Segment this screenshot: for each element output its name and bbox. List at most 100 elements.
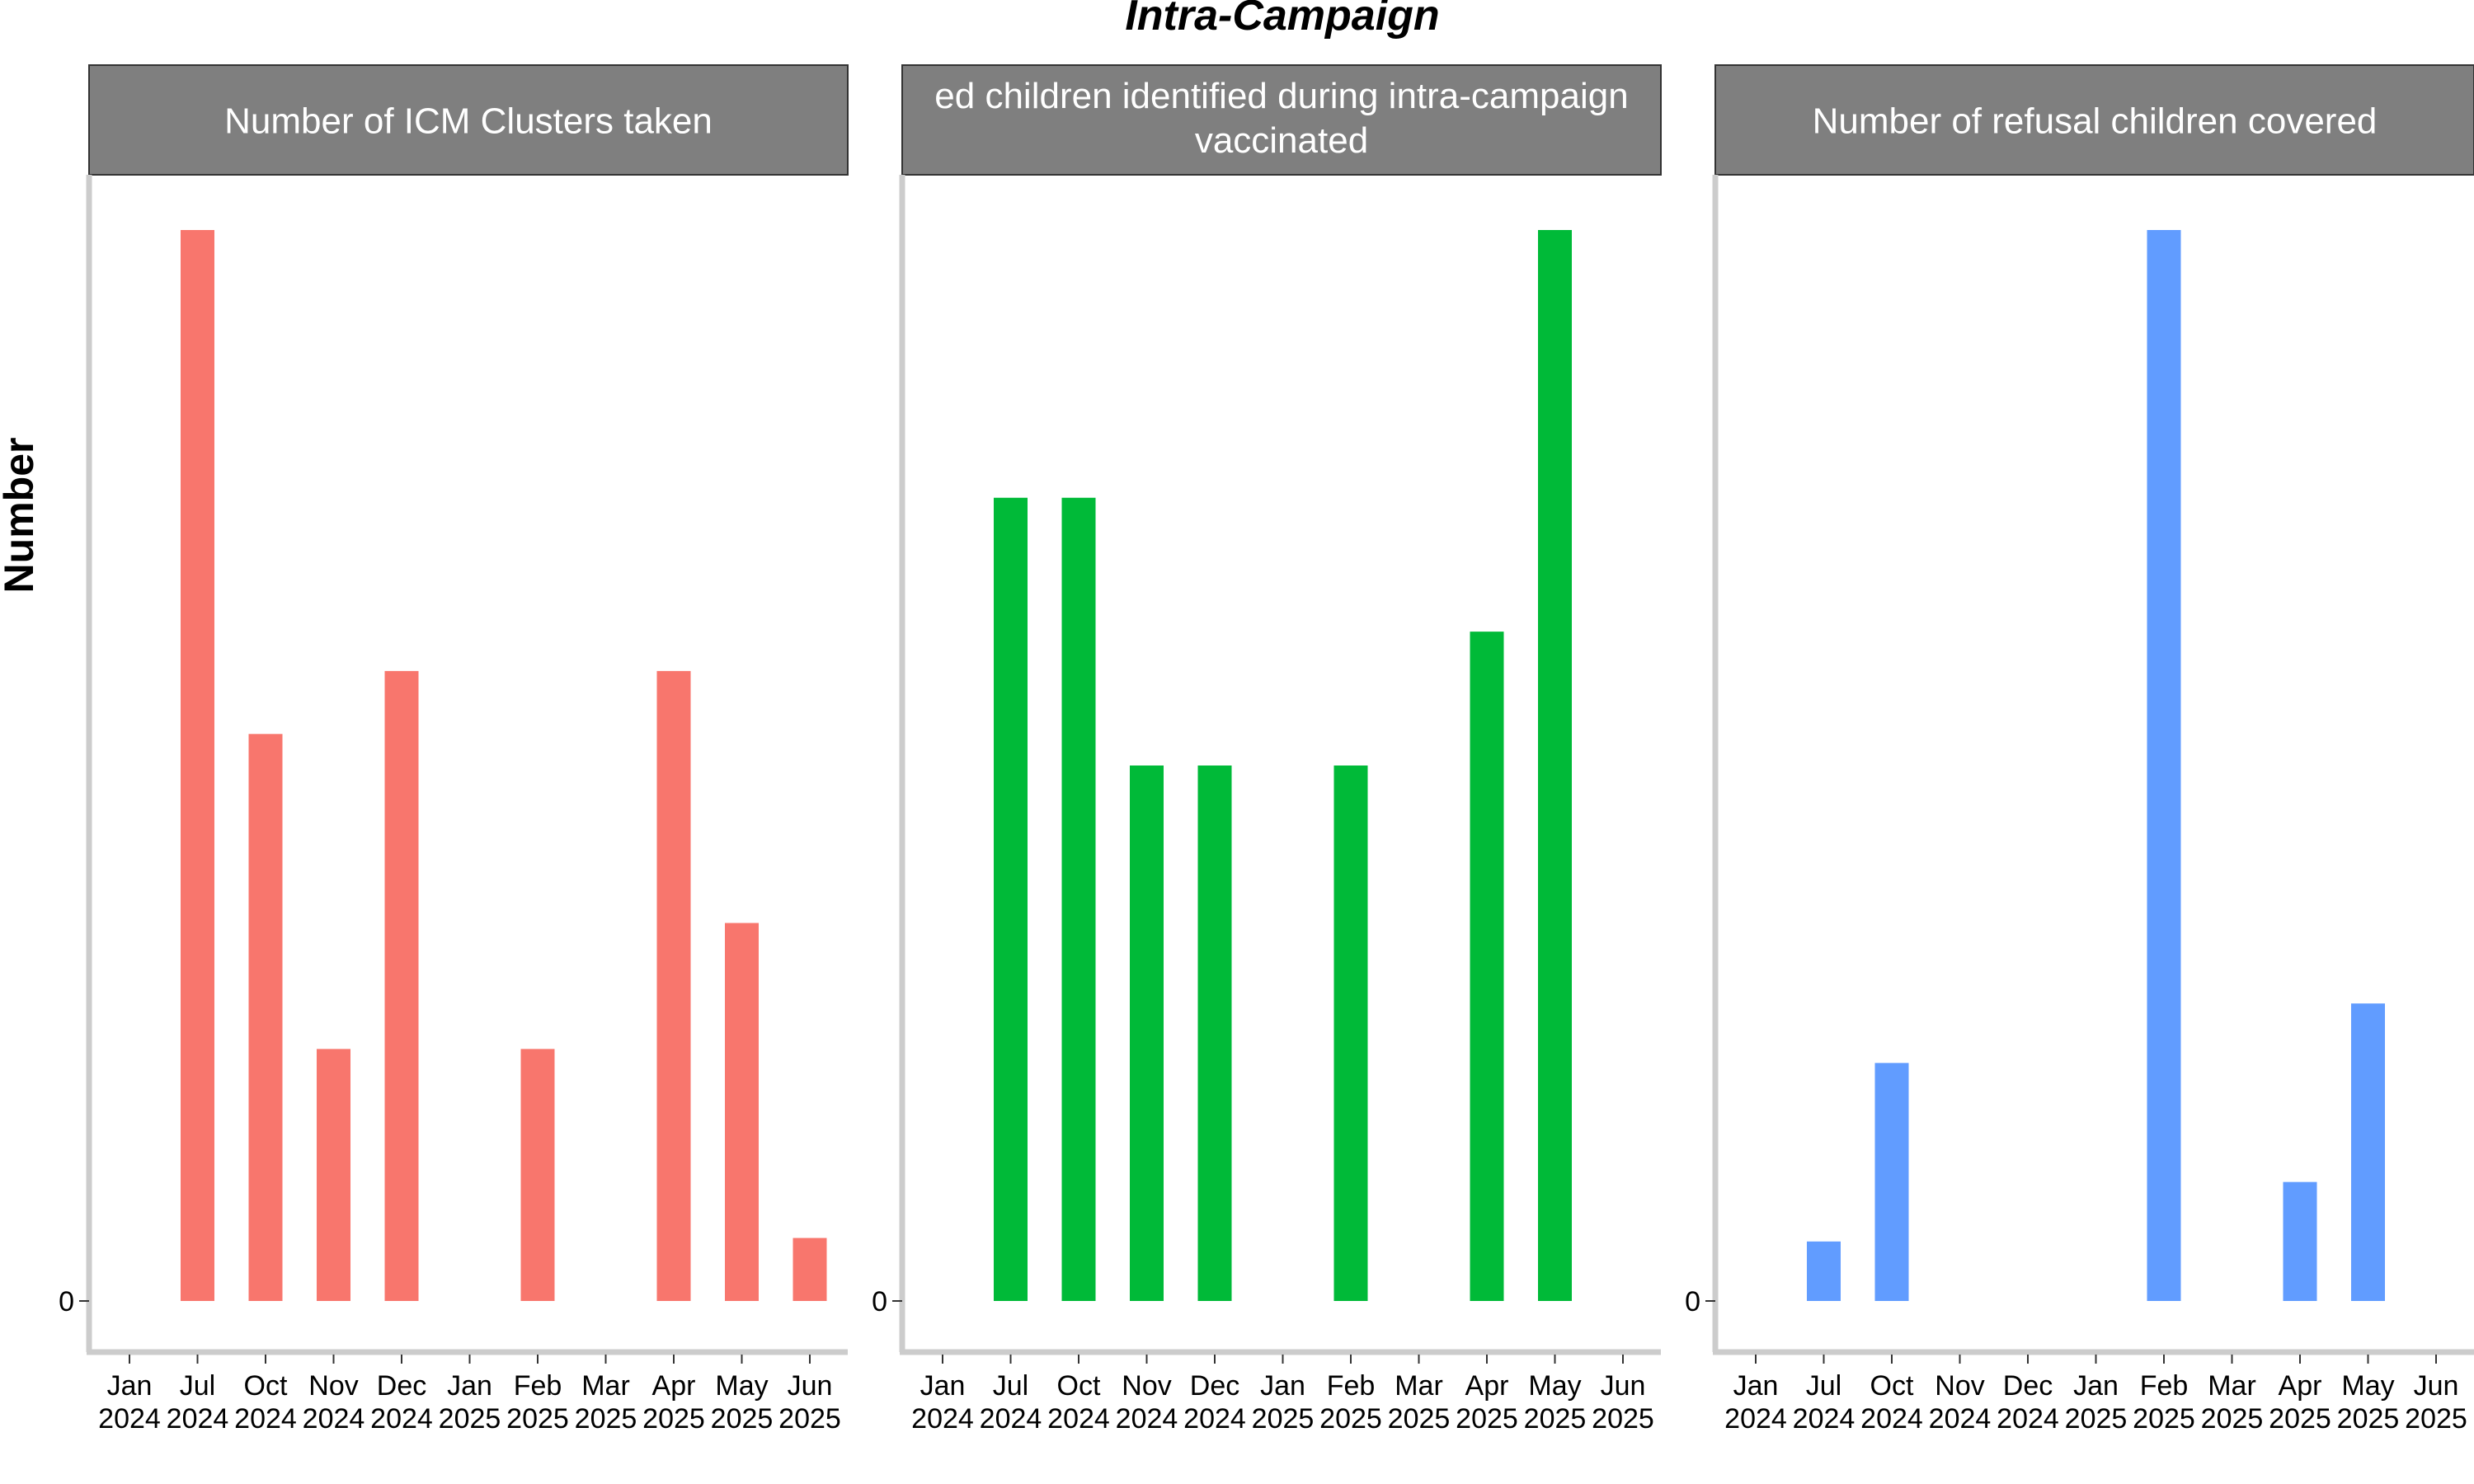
bar — [384, 670, 419, 1301]
x-tick-label-month: Jul — [180, 1370, 215, 1402]
facet-strip-title: Number of ICM Clusters taken — [224, 101, 713, 142]
y-tick-label: 0 — [59, 1286, 74, 1317]
x-tick-label-month: Dec — [1190, 1370, 1239, 1402]
x-tick-label-month: Dec — [377, 1370, 426, 1402]
bar — [1470, 632, 1504, 1301]
bar — [2147, 230, 2181, 1301]
x-tick-label-year: 2025 — [778, 1403, 841, 1435]
bar — [1538, 230, 1572, 1301]
bar — [248, 734, 283, 1301]
x-tick-label-month: Apr — [1465, 1370, 1509, 1402]
x-tick-label-year: 2024 — [1997, 1403, 2059, 1435]
x-tick-label-year: 2024 — [1183, 1403, 1246, 1435]
x-tick-label-month: Oct — [244, 1370, 288, 1402]
x-tick-label-year: 2025 — [2337, 1403, 2400, 1435]
facet-panel-2: ed children identified during intra-camp… — [872, 64, 1662, 1435]
x-tick-label-year: 2024 — [1047, 1403, 1110, 1435]
x-tick-label-year: 2025 — [1456, 1403, 1518, 1435]
x-tick-label-month: Apr — [652, 1370, 696, 1402]
x-tick-label-month: Oct — [1057, 1370, 1101, 1402]
facet-panel-1: Number of ICM Clusters taken0Jan2024Jul2… — [59, 64, 849, 1435]
x-tick-label-month: May — [715, 1370, 768, 1402]
x-tick-label-month: Jun — [788, 1370, 833, 1402]
bar — [1807, 1241, 1841, 1301]
bar — [793, 1237, 827, 1301]
y-tick-label: 0 — [872, 1286, 887, 1317]
x-tick-label-year: 2025 — [1388, 1403, 1451, 1435]
bar — [1130, 765, 1164, 1301]
x-tick-label-month: Jan — [107, 1370, 153, 1402]
bar — [1874, 1063, 1909, 1301]
facet-strip — [1714, 64, 2474, 176]
x-tick-label-year: 2024 — [980, 1403, 1042, 1435]
bar — [520, 1049, 555, 1301]
facet-strip — [88, 64, 849, 176]
x-tick-label-year: 2025 — [439, 1403, 501, 1435]
x-tick-label-month: Feb — [514, 1370, 562, 1402]
x-tick-label-year: 2025 — [1252, 1403, 1315, 1435]
x-tick-label-year: 2025 — [575, 1403, 637, 1435]
x-tick-label-month: Nov — [1122, 1370, 1171, 1402]
facet-strip-title-line: ed children identified during intra-camp… — [934, 76, 1628, 116]
x-tick-label-year: 2025 — [506, 1403, 569, 1435]
x-tick-label-year: 2025 — [2405, 1403, 2467, 1435]
facet-strip — [901, 64, 1662, 176]
x-tick-label-year: 2024 — [1860, 1403, 1923, 1435]
x-tick-label-month: Apr — [2279, 1370, 2322, 1402]
x-tick-label-month: Mar — [581, 1370, 630, 1402]
facet-panel-3: Number of refusal children covered0Jan20… — [1685, 64, 2474, 1435]
x-tick-label-month: Jan — [920, 1370, 966, 1402]
x-tick-label-year: 2024 — [234, 1403, 297, 1435]
facet-strip-title: Number of refusal children covered — [1813, 101, 2378, 142]
x-tick-label-month: Mar — [2208, 1370, 2256, 1402]
x-tick-label-month: Jun — [2414, 1370, 2459, 1402]
facet-strip-title-group: ed children identified during intra-camp… — [934, 76, 1628, 161]
x-tick-label-month: Jan — [1260, 1370, 1305, 1402]
bar — [1197, 765, 1232, 1301]
facet-strip-title-line: vaccinated — [1195, 120, 1368, 161]
x-tick-label-year: 2024 — [1116, 1403, 1178, 1435]
x-tick-label-year: 2024 — [167, 1403, 229, 1435]
bar — [725, 923, 759, 1301]
bar — [2351, 1003, 2385, 1301]
y-axis-label: Number — [0, 438, 42, 594]
x-tick-label-year: 2025 — [2065, 1403, 2128, 1435]
x-tick-label-year: 2025 — [711, 1403, 774, 1435]
x-tick-label-month: May — [1528, 1370, 1581, 1402]
x-tick-label-month: Jan — [1733, 1370, 1779, 1402]
bar — [1061, 497, 1096, 1301]
x-tick-label-year: 2024 — [303, 1403, 365, 1435]
x-tick-label-year: 2025 — [2269, 1403, 2331, 1435]
bar — [2283, 1181, 2317, 1301]
x-tick-label-month: Jul — [1806, 1370, 1841, 1402]
x-tick-label-year: 2024 — [911, 1403, 974, 1435]
x-tick-label-month: Nov — [308, 1370, 358, 1402]
x-tick-label-year: 2025 — [1319, 1403, 1382, 1435]
facet-panels: Number of ICM Clusters taken0Jan2024Jul2… — [59, 64, 2474, 1435]
x-tick-label-month: Dec — [2003, 1370, 2053, 1402]
x-tick-label-month: Jul — [993, 1370, 1028, 1402]
x-tick-label-year: 2024 — [1929, 1403, 1992, 1435]
bar — [994, 497, 1028, 1301]
bar — [181, 230, 214, 1301]
x-tick-label-year: 2025 — [642, 1403, 705, 1435]
x-tick-label-month: May — [2341, 1370, 2394, 1402]
x-tick-label-month: Nov — [1935, 1370, 1984, 1402]
x-tick-label-year: 2025 — [2201, 1403, 2264, 1435]
x-tick-label-year: 2024 — [98, 1403, 161, 1435]
figure-title: Intra-Campaign — [1125, 0, 1439, 40]
x-tick-label-year: 2025 — [2133, 1403, 2195, 1435]
bar — [317, 1049, 350, 1301]
x-tick-label-year: 2024 — [1793, 1403, 1856, 1435]
bar — [1333, 765, 1368, 1301]
x-tick-label-month: Feb — [2140, 1370, 2189, 1402]
x-tick-label-year: 2025 — [1592, 1403, 1654, 1435]
x-tick-label-year: 2024 — [370, 1403, 433, 1435]
x-tick-label-month: Oct — [1870, 1370, 1914, 1402]
x-tick-label-month: Jan — [447, 1370, 492, 1402]
x-tick-label-month: Jan — [2073, 1370, 2119, 1402]
x-tick-label-month: Mar — [1395, 1370, 1443, 1402]
x-tick-label-month: Jun — [1601, 1370, 1646, 1402]
x-tick-label-month: Feb — [1327, 1370, 1376, 1402]
